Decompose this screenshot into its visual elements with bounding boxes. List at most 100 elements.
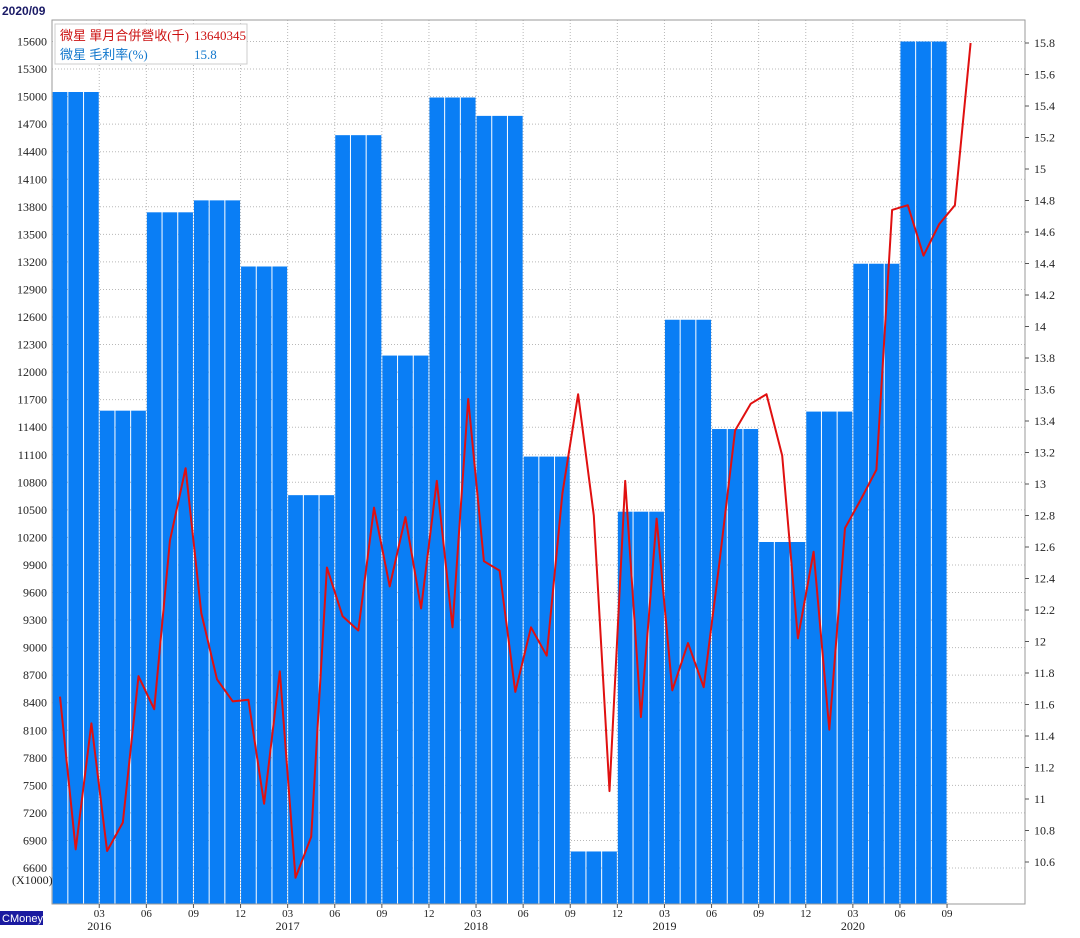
- legend-revenue-label: 微星 單月合併營收(千): [60, 28, 189, 43]
- right-axis-tick-label: 11.6: [1034, 698, 1055, 712]
- left-axis-tick-label: 8100: [23, 723, 47, 737]
- revenue-bar: [398, 355, 413, 904]
- revenue-bar: [712, 429, 727, 904]
- revenue-bar: [696, 319, 712, 904]
- revenue-bar: [131, 410, 146, 904]
- revenue-bar: [884, 263, 900, 904]
- revenue-bar: [743, 429, 759, 904]
- right-axis-tick-label: 12: [1034, 635, 1046, 649]
- right-axis-tick-label: 13: [1034, 477, 1046, 491]
- revenue-bar: [413, 355, 429, 904]
- right-axis: 10.6 10.8 11 11.2 11.4 11.6 11.8 12 12.2 12.4 12.6…: [1025, 36, 1055, 869]
- right-axis-tick-label: 12.6: [1034, 540, 1055, 554]
- cmoney-badge-bg: [0, 911, 43, 925]
- revenue-bar: [84, 92, 99, 905]
- left-axis-tick-label: 14400: [17, 145, 47, 159]
- revenue-bar: [241, 266, 256, 904]
- right-axis-tick-label: 14.8: [1034, 194, 1055, 208]
- revenue-bar: [931, 41, 947, 904]
- revenue-bar: [837, 411, 853, 904]
- left-axis: 6600 6900 7200 7500 7800 8100 8400 8700 9000 9300…: [17, 35, 47, 876]
- left-axis-tick-label: 7200: [23, 806, 47, 820]
- x-axis-month-label: 06: [894, 908, 906, 920]
- left-axis-tick-label: 6600: [23, 861, 47, 875]
- right-axis-tick-label: 14: [1034, 320, 1046, 334]
- right-axis-tick-label: 12.2: [1034, 603, 1055, 617]
- revenue-bar: [366, 135, 382, 905]
- left-axis-tick-label: 15000: [17, 90, 47, 104]
- x-axis-month-label: 12: [612, 908, 623, 920]
- gross-margin-line: [59, 42, 972, 879]
- revenue-bar: [225, 200, 241, 904]
- right-axis-tick-label: 14.6: [1034, 225, 1055, 239]
- revenue-bar: [759, 541, 774, 904]
- legend-box: 微星 單月合併營收(千) 13640345 微星 毛利率(%) 15.8: [54, 23, 248, 65]
- right-axis-tick-label: 10.6: [1034, 855, 1055, 869]
- revenue-bar: [869, 263, 884, 904]
- left-axis-tick-label: 8700: [23, 668, 47, 682]
- legend-margin-value: 15.8: [194, 47, 217, 62]
- right-axis-tick-label: 14.4: [1034, 257, 1055, 271]
- left-axis-tick-label: 11100: [18, 448, 47, 462]
- x-axis-month-label: 09: [188, 908, 200, 920]
- x-axis-month-label: 06: [518, 908, 530, 920]
- left-axis-tick-label: 9300: [23, 613, 47, 627]
- x-axis-month-label: 12: [800, 908, 811, 920]
- x-axis-month-label: 09: [942, 908, 954, 920]
- x-axis-month-label: 03: [94, 908, 106, 920]
- left-axis-tick-label: 12300: [17, 338, 47, 352]
- right-axis-tick-label: 12.8: [1034, 509, 1055, 523]
- revenue-bar: [916, 41, 931, 904]
- left-axis-tick-label: 7800: [23, 751, 47, 765]
- revenue-bar: [664, 319, 680, 904]
- right-axis-tick-label: 15.8: [1034, 36, 1055, 50]
- left-axis-tick-label: 13200: [17, 255, 47, 269]
- revenue-bar: [382, 355, 398, 904]
- revenue-bar: [350, 135, 366, 905]
- left-axis-tick-label: 6900: [23, 833, 47, 847]
- left-axis-tick-label: 15600: [17, 35, 47, 49]
- revenue-bar: [429, 97, 445, 905]
- x-axis-month-label: 09: [376, 908, 388, 920]
- revenue-bar: [523, 456, 539, 904]
- revenue-bar: [790, 541, 806, 904]
- left-axis-tick-label: 8400: [23, 696, 47, 710]
- revenue-bar: [853, 263, 869, 904]
- revenue-bar: [460, 97, 476, 905]
- x-axis-month-label: 06: [706, 908, 718, 920]
- revenue-bar: [727, 429, 743, 904]
- right-axis-tick-label: 11: [1034, 792, 1046, 806]
- right-axis-tick-label: 11.2: [1034, 761, 1055, 775]
- left-axis-tick-label: 14700: [17, 117, 47, 131]
- revenue-bar: [288, 495, 303, 904]
- x-axis-month-label: 03: [659, 908, 671, 920]
- revenue-bar: [821, 411, 837, 904]
- left-axis-tick-label: 12000: [17, 365, 47, 379]
- x-axis-year-label: 2019: [652, 919, 676, 933]
- right-axis-tick-label: 10.8: [1034, 824, 1055, 838]
- x-axis-month-label: 12: [235, 908, 246, 920]
- x-axis-year-label: 2020: [841, 919, 865, 933]
- revenue-bar: [555, 456, 570, 904]
- right-axis-tick-label: 13.6: [1034, 383, 1055, 397]
- x-axis-year-label: 2017: [276, 919, 300, 933]
- gross-margin-line-layer: [59, 42, 972, 879]
- revenue-bars: [52, 41, 947, 905]
- x-axis-month-label: 09: [753, 908, 765, 920]
- right-axis-tick-label: 15.2: [1034, 131, 1055, 145]
- right-axis-tick-label: 13.2: [1034, 446, 1055, 460]
- right-axis-tick-label: 11.4: [1034, 729, 1055, 743]
- date-stamp: 2020/09: [2, 4, 46, 18]
- revenue-bar: [99, 410, 115, 904]
- revenue-bar: [806, 411, 821, 904]
- right-axis-tick-label: 13.8: [1034, 351, 1055, 365]
- revenue-bar: [539, 456, 555, 904]
- revenue-bar: [256, 266, 272, 904]
- revenue-bar: [617, 511, 633, 904]
- left-axis-unit-label: (X1000): [12, 873, 53, 887]
- left-axis-tick-label: 10500: [17, 503, 47, 517]
- x-axis-month-label: 09: [565, 908, 577, 920]
- revenue-bar: [445, 97, 460, 905]
- revenue-bar: [680, 319, 696, 904]
